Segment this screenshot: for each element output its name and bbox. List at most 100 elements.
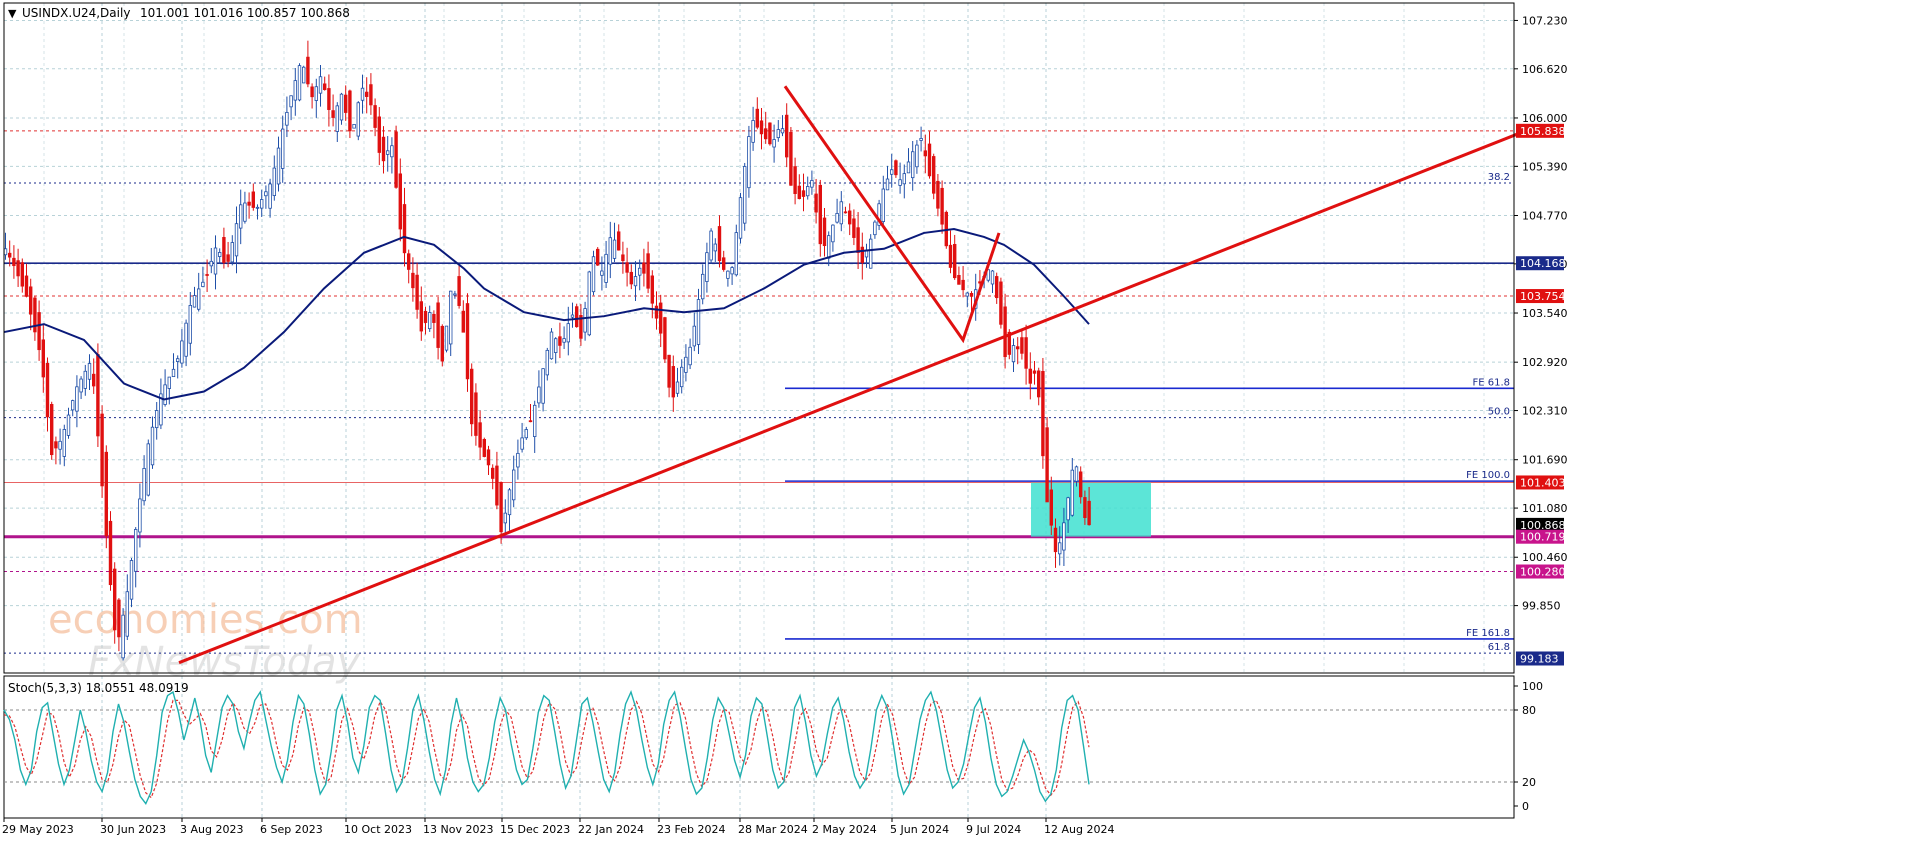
candle-body xyxy=(507,489,512,516)
candle-body xyxy=(373,105,377,128)
candle-body xyxy=(793,166,797,195)
watermark: economies.com FxNewsToday xyxy=(48,597,363,685)
candle-body xyxy=(314,86,318,101)
candle-body xyxy=(75,386,79,412)
candle-body xyxy=(680,366,684,388)
candle-body xyxy=(768,122,772,145)
x-tick-label: 10 Oct 2023 xyxy=(344,823,412,836)
stoch-signal-line xyxy=(3,699,1090,799)
candle-body xyxy=(717,226,722,262)
candle-body xyxy=(113,568,117,631)
candle-body xyxy=(516,452,520,468)
stoch-tick-label: 100 xyxy=(1522,680,1543,693)
candle-body xyxy=(932,156,936,194)
candle-body xyxy=(961,279,965,291)
candle-body xyxy=(814,193,818,213)
x-tick-label: 30 Jun 2023 xyxy=(100,823,166,836)
candle-body xyxy=(335,105,339,132)
candle-body xyxy=(789,131,793,186)
candle-body xyxy=(1074,466,1079,482)
time-axis: 29 May 2023 30 Jun 2023 3 Aug 2023 6 Sep 20… xyxy=(2,818,1114,836)
candle-body xyxy=(759,120,764,135)
candle-body xyxy=(79,378,83,393)
level-labels: 38.2 FE 61.8 50.0 FE 100.0 FE 161.8 61.8 xyxy=(1466,172,1510,653)
candle-body xyxy=(457,276,461,306)
candle-body xyxy=(940,187,944,225)
stoch-panel-border xyxy=(3,675,1515,819)
candle-body xyxy=(583,308,587,333)
x-tick-label: 12 Aug 2024 xyxy=(1044,823,1114,836)
candle-body xyxy=(440,325,444,362)
chart-menu-icon[interactable]: ▼ xyxy=(8,7,17,20)
candle-body xyxy=(3,248,8,256)
candle-body xyxy=(146,443,150,496)
candle-body xyxy=(596,248,600,266)
candle-body xyxy=(785,114,789,158)
candle-body xyxy=(453,293,457,296)
candle-body xyxy=(705,252,709,282)
candle-body xyxy=(738,197,743,239)
drawn-pattern-line xyxy=(783,85,1001,344)
candle-body xyxy=(297,65,302,101)
candle-body xyxy=(444,325,449,351)
candle-body xyxy=(566,323,570,343)
y-tick-label: 101.080 xyxy=(1522,502,1568,515)
candle-body xyxy=(533,404,537,437)
candle-body xyxy=(625,262,629,273)
price-label-bg xyxy=(1516,517,1564,532)
candle-body xyxy=(411,272,415,289)
candle-body xyxy=(66,414,71,436)
candle-body xyxy=(33,297,37,333)
target-zone-box xyxy=(1031,482,1151,537)
candle-body xyxy=(1053,527,1058,553)
price-labels: 105.838 104.168 103.754 101.403 100.868100.7… xyxy=(1516,123,1566,666)
stoch-grid xyxy=(3,676,1047,818)
candle-body xyxy=(524,429,528,439)
candle-body xyxy=(1007,331,1011,355)
candle-body xyxy=(133,529,138,572)
price-label-bg xyxy=(1516,289,1564,304)
candle-body xyxy=(171,368,176,378)
candle-body xyxy=(1083,497,1087,519)
candle-body xyxy=(633,276,638,287)
candle-body xyxy=(390,145,394,158)
candle-body xyxy=(579,314,583,339)
candle-body xyxy=(1058,542,1062,555)
candle-body xyxy=(520,437,524,450)
candle-body xyxy=(217,252,222,257)
chart-title: USINDX.U24,Daily xyxy=(22,6,130,20)
candle-body xyxy=(562,338,566,343)
candle-body xyxy=(701,273,705,300)
candle-body xyxy=(348,90,352,132)
price-label-bg xyxy=(1516,123,1564,138)
candle-body xyxy=(919,138,923,141)
candle-body xyxy=(331,110,335,118)
candle-body xyxy=(587,271,591,336)
candle-body xyxy=(969,292,974,297)
candle-body xyxy=(692,325,696,347)
candle-body xyxy=(222,237,226,263)
candle-body xyxy=(1041,371,1045,457)
candle-body xyxy=(902,173,906,185)
candle-body xyxy=(352,123,356,129)
candles xyxy=(3,40,1091,661)
candle-body xyxy=(247,201,251,206)
price-label: 105.838 xyxy=(1520,125,1566,138)
candle-body xyxy=(83,370,87,389)
candle-body xyxy=(659,302,663,334)
candle-body xyxy=(16,260,20,277)
candle-body xyxy=(41,339,45,378)
candle-body xyxy=(894,160,898,176)
candle-body xyxy=(339,93,344,121)
candle-body xyxy=(423,310,428,323)
candle-body xyxy=(503,512,507,524)
candle-body xyxy=(877,203,881,226)
candle-body xyxy=(570,314,575,318)
x-tick-label: 9 Jul 2024 xyxy=(966,823,1021,836)
price-label-bg xyxy=(1516,529,1564,544)
candle-body xyxy=(923,150,927,157)
candle-body xyxy=(28,286,33,315)
candle-body xyxy=(852,218,856,238)
candle-body xyxy=(881,188,885,222)
candle-body xyxy=(192,295,197,308)
